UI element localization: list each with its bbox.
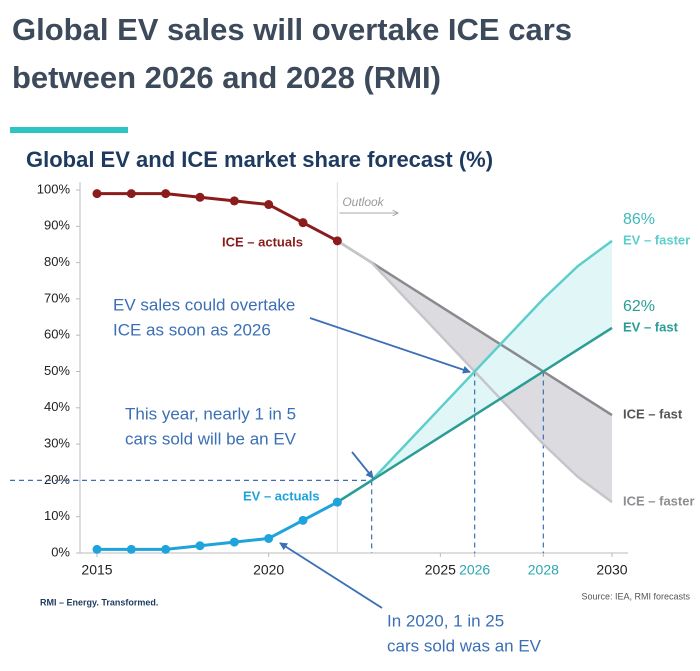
- annotation: ICE as soon as 2026: [113, 320, 271, 339]
- data-point: [264, 200, 274, 210]
- series-line: [336, 239, 613, 504]
- data-point: [195, 192, 205, 202]
- title-line: Global EV sales will overtake ICE cars: [12, 12, 572, 47]
- x-tick-label: 2030: [596, 562, 627, 578]
- annotation-arrow: [351, 451, 374, 479]
- data-point: [92, 189, 102, 199]
- annotation-arrow: [309, 317, 471, 374]
- title-line: between 2026 and 2028 (RMI): [12, 60, 441, 95]
- x-tick-label: 2025: [425, 562, 456, 578]
- series-label: ICE – faster: [623, 494, 695, 509]
- series-label: ICE – actuals: [222, 234, 303, 249]
- series-label: ICE – fast: [623, 406, 683, 421]
- data-point: [332, 236, 342, 246]
- data-point: [126, 189, 136, 199]
- series-line: [97, 500, 339, 551]
- y-tick-label: 30%: [44, 436, 70, 451]
- y-tick-label: 60%: [44, 327, 70, 342]
- y-tick-label: 90%: [44, 218, 70, 233]
- y-tick-label: 80%: [44, 254, 70, 269]
- data-point: [298, 515, 308, 525]
- annotation: EV sales could overtake: [113, 295, 295, 314]
- series-label: EV – fast: [623, 319, 679, 334]
- plot: 0% 10% 20% 30% 40% 50% 60% 70% 80% 90% 100% Outlook…: [10, 181, 695, 655]
- series-line: [336, 326, 613, 504]
- y-tick-label: 0%: [51, 544, 70, 559]
- x-tick-label: 2015: [81, 562, 112, 578]
- series-line: [336, 239, 613, 417]
- data-point: [229, 196, 239, 206]
- value-label: 86%: [623, 211, 655, 228]
- series-label: EV – faster: [623, 232, 690, 247]
- y-tick-label: 10%: [44, 508, 70, 523]
- outlook-label: Outlook: [342, 195, 384, 209]
- chart-subtitle: Global EV and ICE market share forecast …: [26, 147, 493, 172]
- annotation: cars sold will be an EV: [125, 429, 297, 448]
- data-point: [332, 497, 342, 507]
- y-tick-label: 50%: [44, 363, 70, 378]
- data-point: [126, 544, 136, 554]
- data-point: [92, 544, 102, 554]
- value-label: 62%: [623, 298, 655, 315]
- footer: RMI – Energy. Transformed.: [40, 597, 158, 607]
- data-point: [161, 189, 171, 199]
- y-tick-label: 70%: [44, 290, 70, 305]
- data-point: [298, 218, 308, 228]
- series-label: EV – actuals: [243, 488, 320, 503]
- data-point: [264, 533, 274, 543]
- y-tick-label: 40%: [44, 399, 70, 414]
- x-tick-label: 2020: [253, 562, 284, 578]
- annotation: In 2020, 1 in 25: [387, 611, 504, 630]
- y-tick-label: 20%: [44, 472, 70, 487]
- y-tick-label: 100%: [37, 181, 71, 196]
- annotation: This year, nearly 1 in 5: [125, 404, 296, 423]
- annotation-arrow: [279, 542, 383, 609]
- source: Source: IEA, RMI forecasts: [581, 591, 690, 601]
- accent-bar: [10, 127, 128, 133]
- series-line: [97, 192, 339, 243]
- data-point: [161, 544, 171, 554]
- data-point: [229, 537, 239, 547]
- x-tick-label: 2028: [528, 562, 559, 578]
- annotation: cars sold was an EV: [387, 636, 542, 655]
- x-tick-label: 2026: [459, 562, 490, 578]
- data-point: [195, 541, 205, 551]
